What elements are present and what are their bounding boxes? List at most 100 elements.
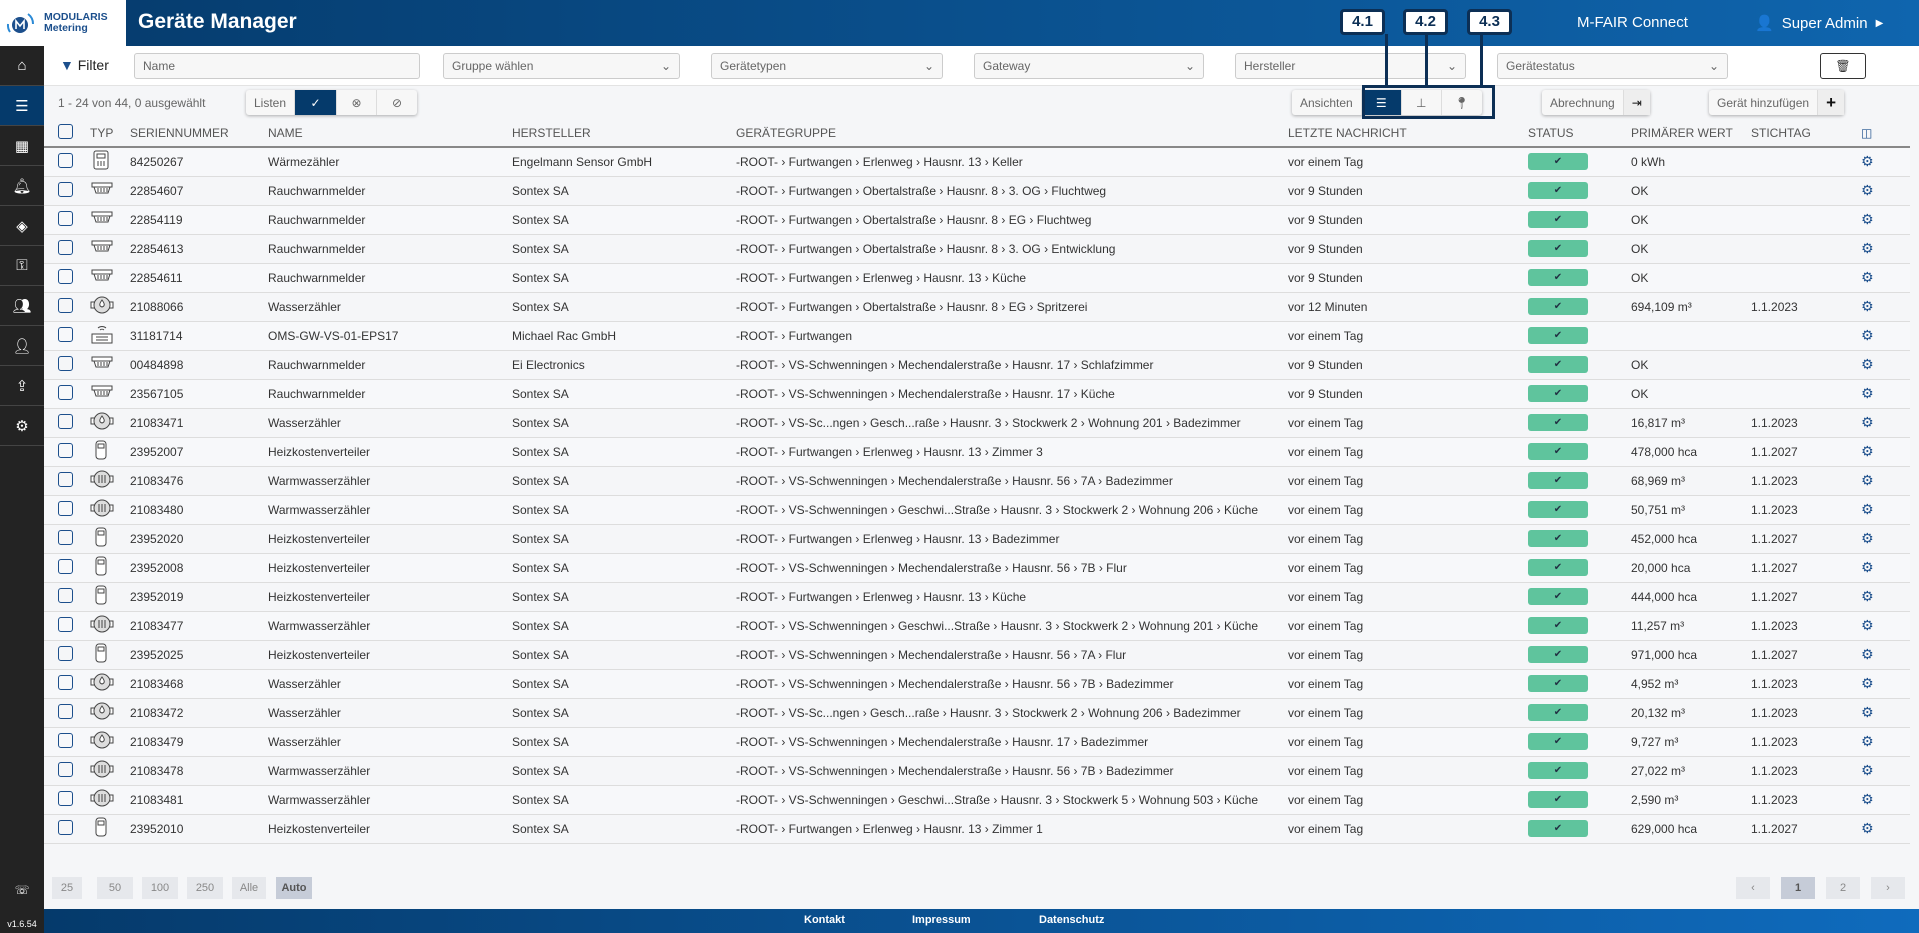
- gear-icon[interactable]: ⚙: [1861, 211, 1874, 227]
- page-2-button[interactable]: 2: [1826, 877, 1860, 899]
- row-checkbox[interactable]: [58, 587, 73, 603]
- table-row[interactable]: 22854607 Rauchwarnmelder Sontex SA -ROOT…: [44, 176, 1910, 206]
- sidebar-item-upload[interactable]: ⇪: [0, 366, 44, 406]
- privacy-link[interactable]: Datenschutz: [1039, 914, 1105, 926]
- col-due-date[interactable]: STICHTAG: [1747, 119, 1857, 148]
- group-select[interactable]: Gruppe wählen ⌄: [443, 53, 680, 79]
- prev-page-button[interactable]: ‹: [1736, 877, 1770, 899]
- table-row[interactable]: 23952020 Heizkostenverteiler Sontex SA -…: [44, 524, 1910, 554]
- sidebar-item-list[interactable]: ☰: [0, 86, 44, 126]
- col-name[interactable]: NAME: [264, 119, 508, 148]
- sidebar-item-notifications[interactable]: 🔔︎: [0, 166, 44, 206]
- gear-icon[interactable]: ⚙: [1861, 385, 1874, 401]
- sidebar-item-settings[interactable]: ⚙: [0, 406, 44, 446]
- row-checkbox[interactable]: [58, 297, 73, 313]
- table-row[interactable]: 21083479 Wasserzähler Sontex SA -ROOT- ›…: [44, 727, 1910, 757]
- gear-icon[interactable]: ⚙: [1861, 704, 1874, 720]
- table-row[interactable]: 21083477 Warmwasserzähler Sontex SA -ROO…: [44, 611, 1910, 641]
- device-type-select[interactable]: Gerätetypen ⌄: [711, 53, 943, 79]
- table-row[interactable]: 21083468 Wasserzähler Sontex SA -ROOT- ›…: [44, 669, 1910, 699]
- gear-icon[interactable]: ⚙: [1861, 327, 1874, 343]
- row-checkbox[interactable]: [58, 703, 73, 719]
- blocked-filter-button[interactable]: ⊘: [377, 90, 417, 115]
- col-serial[interactable]: SERIENNUMMER: [126, 119, 264, 148]
- row-checkbox[interactable]: [58, 761, 73, 777]
- list-view-button[interactable]: ☰: [1361, 90, 1402, 115]
- user-menu[interactable]: 👤 Super Admin ▶: [1755, 14, 1883, 33]
- table-row[interactable]: 21088066 Wasserzähler Sontex SA -ROOT- ›…: [44, 292, 1910, 322]
- row-checkbox[interactable]: [58, 471, 73, 487]
- table-row[interactable]: 00484898 Rauchwarnmelder Ei Electronics …: [44, 350, 1910, 380]
- gear-icon[interactable]: ⚙: [1861, 298, 1874, 314]
- gear-icon[interactable]: ⚙: [1861, 762, 1874, 778]
- row-checkbox[interactable]: [58, 645, 73, 661]
- col-last-message[interactable]: LETZTE NACHRICHT: [1284, 119, 1524, 148]
- inactive-filter-button[interactable]: ⊗: [337, 90, 378, 115]
- clear-filter-button[interactable]: 🗑︎: [1820, 53, 1866, 79]
- gear-icon[interactable]: ⚙: [1861, 356, 1874, 372]
- sidebar-item-buildings[interactable]: ▦: [0, 126, 44, 166]
- sidebar-item-home[interactable]: ⌂: [0, 46, 44, 86]
- gear-icon[interactable]: ⚙: [1861, 559, 1874, 575]
- name-input[interactable]: Name: [134, 53, 420, 79]
- add-device-button[interactable]: Gerät hinzufügen +: [1709, 90, 1844, 115]
- gear-icon[interactable]: ⚙: [1861, 588, 1874, 604]
- logo[interactable]: MODULARIS Metering: [0, 0, 126, 46]
- contact-link[interactable]: Kontakt: [804, 914, 845, 926]
- gear-icon[interactable]: ⚙: [1861, 153, 1874, 170]
- gear-icon[interactable]: ⚙: [1861, 791, 1874, 807]
- table-row[interactable]: 23952019 Heizkostenverteiler Sontex SA -…: [44, 582, 1910, 612]
- table-row[interactable]: 22854611 Rauchwarnmelder Sontex SA -ROOT…: [44, 263, 1910, 293]
- row-checkbox[interactable]: [58, 558, 73, 574]
- page-size-50[interactable]: 50: [97, 877, 133, 899]
- table-row[interactable]: 31181714 OMS-GW-VS-01-EPS17 Michael Rac …: [44, 321, 1910, 351]
- table-row[interactable]: 21083472 Wasserzähler Sontex SA -ROOT- ›…: [44, 698, 1910, 728]
- gateway-select[interactable]: Gateway ⌄: [974, 53, 1204, 79]
- col-primary-value[interactable]: PRIMÄRER WERT: [1627, 119, 1747, 148]
- row-checkbox[interactable]: [58, 732, 73, 748]
- gear-icon[interactable]: ⚙: [1861, 269, 1874, 285]
- select-all-checkbox[interactable]: [58, 123, 73, 139]
- row-checkbox[interactable]: [58, 181, 73, 197]
- row-checkbox[interactable]: [58, 268, 73, 284]
- billing-button[interactable]: Abrechnung ⇥: [1542, 90, 1650, 115]
- page-size-250[interactable]: 250: [187, 877, 223, 899]
- row-checkbox[interactable]: [58, 500, 73, 516]
- gear-icon[interactable]: ⚙: [1861, 530, 1874, 546]
- sidebar-item-user-tag[interactable]: 👤︎: [0, 326, 44, 366]
- active-filter-button[interactable]: ✓: [295, 90, 338, 115]
- table-row[interactable]: 84250267 Wärmezähler Engelmann Sensor Gm…: [44, 147, 1910, 177]
- col-type[interactable]: TYP: [86, 119, 126, 148]
- gear-icon[interactable]: ⚙: [1861, 617, 1874, 633]
- row-checkbox[interactable]: [58, 442, 73, 458]
- gear-icon[interactable]: ⚙: [1861, 675, 1874, 691]
- row-checkbox[interactable]: [58, 413, 73, 429]
- row-checkbox[interactable]: [58, 152, 73, 168]
- row-checkbox[interactable]: [58, 384, 73, 400]
- gear-icon[interactable]: ⚙: [1861, 182, 1874, 198]
- col-group[interactable]: GERÄTEGRUPPE: [732, 119, 1284, 148]
- support-icon[interactable]: ☏: [14, 883, 30, 897]
- page-1-button[interactable]: 1: [1781, 877, 1815, 899]
- sidebar-item-layers[interactable]: ◈: [0, 206, 44, 246]
- table-row[interactable]: 23567105 Rauchwarnmelder Sontex SA -ROOT…: [44, 379, 1910, 409]
- gear-icon[interactable]: ⚙: [1861, 646, 1874, 662]
- col-manufacturer[interactable]: HERSTELLER: [508, 119, 732, 148]
- tree-view-button[interactable]: ⊥: [1402, 90, 1442, 115]
- table-row[interactable]: 23952007 Heizkostenverteiler Sontex SA -…: [44, 437, 1910, 467]
- table-row[interactable]: 23952025 Heizkostenverteiler Sontex SA -…: [44, 640, 1910, 670]
- col-status[interactable]: STATUS: [1524, 119, 1627, 148]
- row-checkbox[interactable]: [58, 674, 73, 690]
- gear-icon[interactable]: ⚙: [1861, 501, 1874, 517]
- table-row[interactable]: 23952010 Heizkostenverteiler Sontex SA -…: [44, 814, 1910, 844]
- table-row[interactable]: 22854613 Rauchwarnmelder Sontex SA -ROOT…: [44, 234, 1910, 264]
- row-checkbox[interactable]: [58, 355, 73, 371]
- gear-icon[interactable]: ⚙: [1861, 443, 1874, 459]
- page-size-100[interactable]: 100: [142, 877, 178, 899]
- imprint-link[interactable]: Impressum: [912, 914, 971, 926]
- table-row[interactable]: 23952008 Heizkostenverteiler Sontex SA -…: [44, 553, 1910, 583]
- page-size-auto[interactable]: Auto: [276, 877, 312, 899]
- gear-icon[interactable]: ⚙: [1861, 240, 1874, 256]
- next-page-button[interactable]: ›: [1871, 877, 1905, 899]
- row-checkbox[interactable]: [58, 239, 73, 255]
